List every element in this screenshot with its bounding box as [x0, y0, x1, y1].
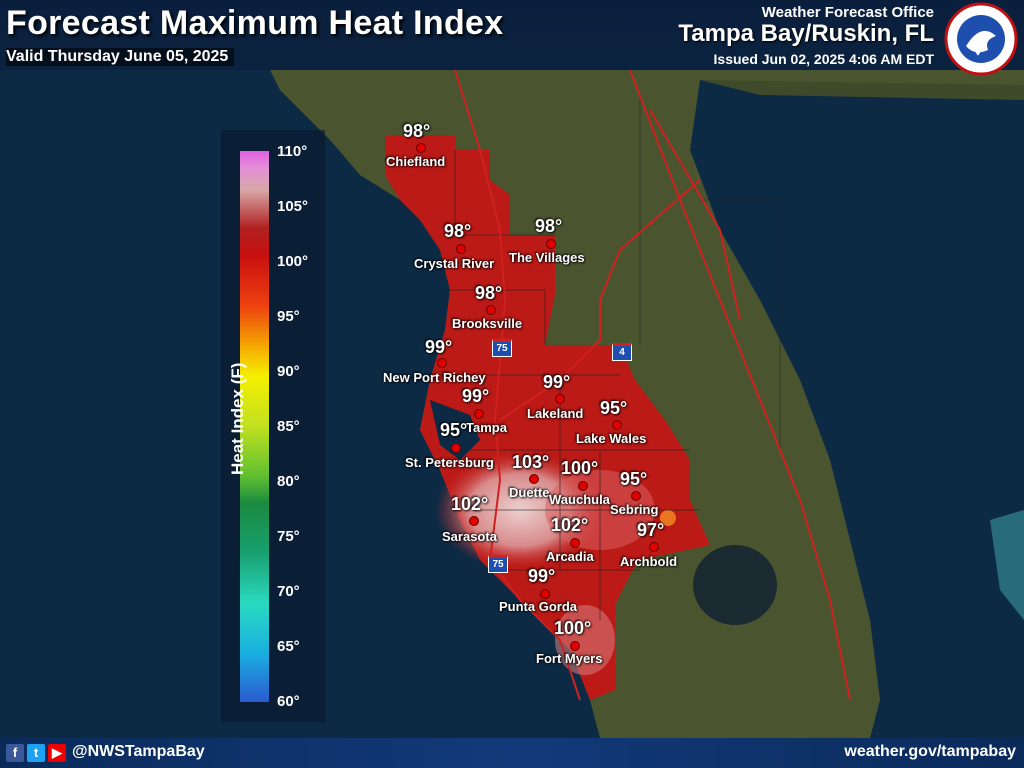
- city-temp-brooksville: 98°: [475, 283, 503, 303]
- city-label-the-villages: The Villages: [509, 250, 585, 265]
- city-temp-archbold: 97°: [637, 520, 665, 540]
- interstate-shield-icon: 75: [492, 339, 512, 357]
- city-label-crystal-river: Crystal River: [414, 256, 495, 271]
- city-marker-duette[interactable]: [529, 474, 539, 484]
- city-marker-brooksville[interactable]: [486, 305, 496, 315]
- city-marker-new-port-richey[interactable]: [437, 358, 447, 368]
- city-label-lake-wales: Lake Wales: [576, 431, 647, 446]
- city-label-new-port-richey: New Port Richey: [383, 370, 486, 385]
- legend-tick: 80°: [277, 473, 300, 490]
- facebook-icon[interactable]: f: [6, 744, 24, 762]
- city-temp-crystal-river: 98°: [444, 221, 472, 241]
- city-temp-wauchula: 100°: [561, 458, 599, 478]
- twitter-icon[interactable]: t: [27, 744, 45, 762]
- city-label-lakeland: Lakeland: [527, 406, 584, 421]
- city-label-archbold: Archbold: [620, 554, 678, 569]
- website-link[interactable]: weather.gov/tampabay: [844, 743, 1016, 760]
- city-label-chiefland: Chiefland: [386, 154, 446, 169]
- city-label-duette: Duette: [509, 485, 550, 500]
- city-temp-sebring: 95°: [620, 469, 648, 489]
- legend-color-bar: [240, 151, 269, 702]
- office-label: Weather Forecast Office: [761, 4, 934, 21]
- city-marker-wauchula[interactable]: [578, 481, 588, 491]
- city-marker-punta-gorda[interactable]: [540, 589, 550, 599]
- legend-tick: 110°: [277, 143, 308, 160]
- city-temp-new-port-richey: 99°: [425, 337, 453, 357]
- office-name: Tampa Bay/Ruskin, FL: [678, 20, 934, 47]
- city-marker-fort-myers[interactable]: [570, 641, 580, 651]
- legend-tick: 70°: [277, 583, 300, 600]
- city-label-st-petersburg: St. Petersburg: [405, 455, 494, 470]
- city-temp-duette: 103°: [512, 452, 550, 472]
- city-label-punta-gorda: Punta Gorda: [499, 599, 578, 614]
- heat-region: [385, 135, 710, 700]
- city-temp-chiefland: 98°: [403, 121, 431, 141]
- footer-bar: [0, 738, 1024, 768]
- legend-tick: 60°: [277, 693, 300, 710]
- city-marker-arcadia[interactable]: [570, 538, 580, 548]
- legend-title: Heat Index (F): [228, 362, 247, 475]
- city-label-wauchula: Wauchula: [549, 492, 610, 507]
- city-temp-fort-myers: 100°: [554, 618, 592, 638]
- social-handle[interactable]: @NWSTampaBay: [72, 743, 205, 760]
- legend-tick: 65°: [277, 638, 300, 655]
- city-temp-the-villages: 98°: [535, 216, 563, 236]
- city-marker-the-villages[interactable]: [546, 239, 556, 249]
- issued-time: Issued Jun 02, 2025 4:06 AM EDT: [713, 51, 934, 67]
- city-marker-sarasota[interactable]: [469, 516, 479, 526]
- city-temp-arcadia: 102°: [551, 515, 589, 535]
- city-marker-crystal-river[interactable]: [456, 244, 466, 254]
- interstate-shield-icon: 75: [488, 555, 508, 573]
- city-temp-lakeland: 99°: [543, 372, 571, 392]
- nws-logo-icon[interactable]: [944, 2, 1018, 76]
- valid-date: Valid Thursday June 05, 2025: [6, 48, 235, 66]
- city-marker-chiefland[interactable]: [416, 143, 426, 153]
- legend-tick: 105°: [277, 198, 309, 215]
- city-marker-tampa[interactable]: [474, 409, 484, 419]
- city-label-sebring: Sebring: [610, 502, 659, 517]
- city-label-brooksville: Brooksville: [452, 316, 523, 331]
- legend-panel: [221, 130, 325, 722]
- legend-tick: 95°: [277, 308, 300, 325]
- city-temp-sarasota: 102°: [451, 494, 489, 514]
- lake-okeechobee: [693, 545, 777, 625]
- city-marker-archbold[interactable]: [649, 542, 659, 552]
- interstate-shield-icon: 4: [612, 343, 632, 361]
- map-title: Forecast Maximum Heat Index: [6, 4, 504, 42]
- city-marker-sebring[interactable]: [631, 491, 641, 501]
- city-marker-lakeland[interactable]: [555, 394, 565, 404]
- legend-tick: 100°: [277, 253, 309, 270]
- city-temp-st-petersburg: 95°: [440, 420, 468, 440]
- city-marker-lake-wales[interactable]: [612, 420, 622, 430]
- city-temp-punta-gorda: 99°: [528, 566, 556, 586]
- city-label-tampa: Tampa: [466, 420, 507, 435]
- city-marker-st-petersburg[interactable]: [451, 443, 461, 453]
- city-temp-tampa: 99°: [462, 386, 490, 406]
- city-temp-lake-wales: 95°: [600, 398, 628, 418]
- city-label-sarasota: Sarasota: [442, 529, 497, 544]
- youtube-icon[interactable]: ▶: [48, 744, 66, 762]
- city-label-fort-myers: Fort Myers: [536, 651, 603, 666]
- social-icons: f t ▶: [6, 744, 66, 762]
- legend-tick: 85°: [277, 418, 300, 435]
- legend-tick: 90°: [277, 363, 300, 380]
- legend-tick: 75°: [277, 528, 300, 545]
- city-label-arcadia: Arcadia: [546, 549, 594, 564]
